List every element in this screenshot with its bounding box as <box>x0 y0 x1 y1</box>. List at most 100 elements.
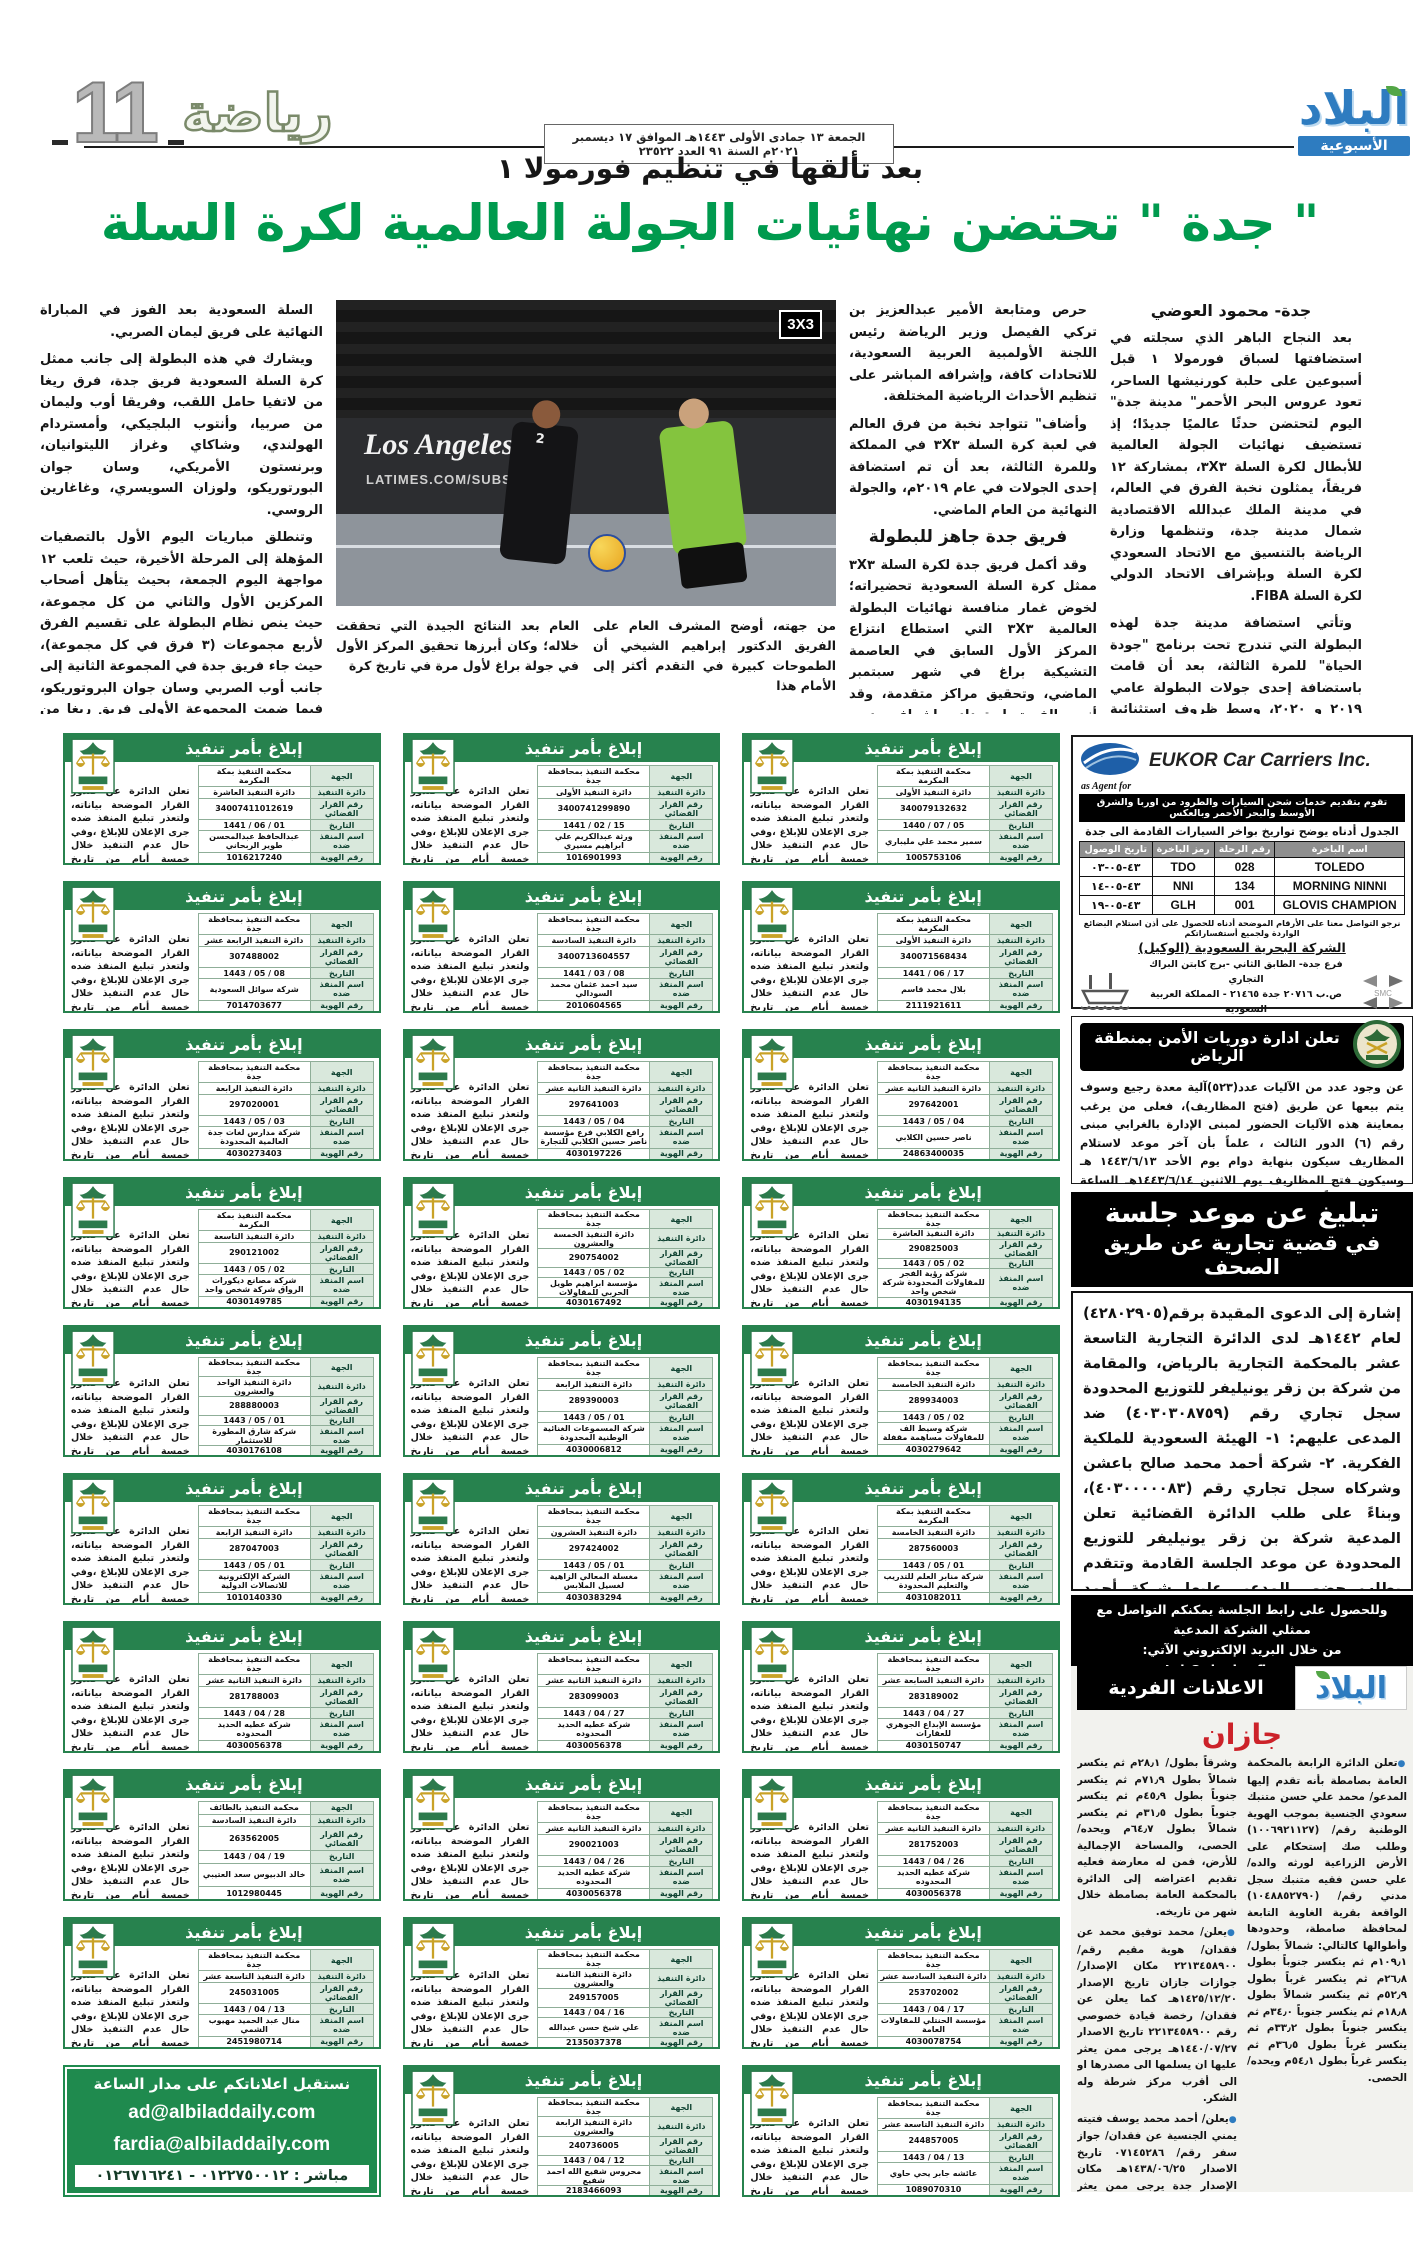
field-label: رقم الهوية <box>309 1147 374 1159</box>
field-label: الجهة <box>649 2096 714 2118</box>
police-auction-ad: تعلن ادارة دوريات الأمن بمنطقة الرياض عن… <box>1071 1016 1413 1205</box>
justice-scales-icon <box>410 738 455 794</box>
field-label: اسم المنفذ ضده <box>989 1718 1053 1741</box>
circle-value: دائرة التنفيذ العشرون <box>537 1526 651 1539</box>
decision-number: 34007411012619 <box>197 797 311 821</box>
field-label: دائرة التنفيذ <box>989 934 1053 947</box>
field-label: التاريخ <box>309 819 374 832</box>
field-label: دائرة التنفيذ <box>649 1526 714 1539</box>
police-ad-title: تعلن ادارة دوريات الأمن بمنطقة الرياض <box>1080 1020 1404 1071</box>
field-label: رقم الهوية <box>989 2035 1053 2047</box>
decision-number: 281752003 <box>877 1833 990 1857</box>
notice-title: إبلاغ بأمر تنفيذ <box>404 1771 719 1798</box>
decision-number: 290121002 <box>197 1241 311 1265</box>
field-label: التاريخ <box>649 1707 714 1720</box>
column-header: اسم الباخرة <box>1274 841 1405 858</box>
field-label: التاريخ <box>309 2003 374 2016</box>
notice-title: إبلاغ بأمر تنفيذ <box>65 1623 379 1650</box>
notice-title: إبلاغ بأمر تنفيذ <box>404 1031 719 1058</box>
justice-scales-icon <box>410 1626 455 1682</box>
notice-table: الجهة محكمة التنفيذ بمحافظة جدة دائرة الت… <box>197 1504 374 1603</box>
field-label: اسم المنفذ ضده <box>989 978 1053 1001</box>
justice-scales-icon <box>410 886 455 942</box>
decision-number: 297642001 <box>877 1093 990 1117</box>
field-label: دائرة التنفيذ <box>309 934 374 947</box>
article-column-middle: حرص ومتابعة الأمير عبدالعزيز بن تركي الف… <box>849 300 1097 714</box>
date-value: 03 / 05 / 1443 <box>197 1115 311 1128</box>
field-label: اسم المنفذ ضده <box>649 1570 714 1593</box>
field-label: الجهة <box>649 1800 714 1824</box>
notice-body-text: تعلن الدائرة عن صدور القرار الموضحة بيان… <box>71 786 190 865</box>
notice-table: الجهة محكمة التنفيذ بمحافظة جدة دائرة الت… <box>537 1060 714 1159</box>
field-label: اسم المنفذ ضده <box>989 2162 1053 2185</box>
svg-text:SMC: SMC <box>1374 989 1392 998</box>
field-label: الجهة <box>309 1504 374 1528</box>
execution-notice: إبلاغ بأمر تنفيذ الجهة محكمة التنفيذ بمحا… <box>742 2065 1060 2197</box>
field-label: الجهة <box>989 2096 1053 2120</box>
field-label: التاريخ <box>649 1559 714 1572</box>
notice-body-text: تعلن الدائرة عن صدور القرار الموضحة بيان… <box>71 1082 190 1161</box>
field-label: رقم القرار القضائي <box>649 797 714 821</box>
field-label: رقم القرار القضائي <box>309 1537 374 1561</box>
field-label: رقم القرار القضائي <box>309 1241 374 1265</box>
notice-body-text: تعلن الدائرة عن صدور القرار الموضحة بيان… <box>410 786 530 865</box>
execution-notice: إبلاغ بأمر تنفيذ الجهة محكمة التنفيذ بمحا… <box>402 1029 721 1161</box>
execution-notice: إبلاغ بأمر تنفيذ الجهة محكمة التنفيذ بمحا… <box>402 1917 721 2049</box>
photo-captions: من جهته، أوضح المشرف العام على الفريق ال… <box>336 616 836 696</box>
field-label: رقم الهوية <box>309 851 374 863</box>
execution-notice: إبلاغ بأمر تنفيذ الجهة محكمة التنفيذ بمحا… <box>402 1177 721 1309</box>
authority-value: محكمة التنفيذ بمحافظة جدة <box>877 1800 990 1824</box>
justice-scales-icon <box>750 1182 795 1238</box>
justice-scales-icon <box>71 1478 115 1534</box>
vessel-code: TDO <box>1151 857 1215 877</box>
voyage-number: 134 <box>1213 876 1276 896</box>
field-label: رقم القرار القضائي <box>649 1247 714 1269</box>
notice-table: الجهة محكمة التنفيذ بمحافظة جدة دائرة الت… <box>197 1356 374 1455</box>
justice-scales-icon <box>71 886 115 942</box>
caption-right: من جهته، أوضح المشرف العام على الفريق ال… <box>593 618 836 693</box>
field-label: رقم الهوية <box>309 1886 374 1899</box>
notice-body-text: تعلن الدائرة عن صدور القرار الموضحة بيان… <box>410 934 530 1013</box>
notice-title: إبلاغ بأمر تنفيذ <box>744 1327 1058 1354</box>
field-label: التاريخ <box>309 1559 374 1572</box>
notice-table: الجهة محكمة التنفيذ بمحافظة جدة دائرة الت… <box>877 1060 1053 1159</box>
notice-title: إبلاغ بأمر تنفيذ <box>744 735 1058 762</box>
field-label: رقم القرار القضائي <box>989 1537 1053 1561</box>
date-value: 28 / 04 / 1443 <box>197 1707 311 1720</box>
field-label: التاريخ <box>309 967 374 980</box>
field-label: رقم القرار القضائي <box>309 945 374 969</box>
field-label: رقم الهوية <box>989 999 1053 1011</box>
notice-table: الجهة محكمة التنفيذ بمحافظة جدة دائرة الت… <box>537 1208 714 1307</box>
vessel-code: GLH <box>1151 895 1215 915</box>
notice-title: إبلاغ بأمر تنفيذ <box>65 883 379 910</box>
authority-value: محكمة التنفيذ بمحافظة جدة <box>877 1356 990 1380</box>
debtor-name: سيد احمد عثمان محمد السودالي <box>537 978 651 1001</box>
field-label: التاريخ <box>309 1850 374 1864</box>
notice-title: إبلاغ بأمر تنفيذ <box>65 1031 379 1058</box>
field-label: اسم المنفذ ضده <box>309 1718 374 1741</box>
date-value: 15 / 02 / 1441 <box>537 819 651 832</box>
decision-number: 283099003 <box>537 1685 651 1709</box>
notice-body-text: تعلن الدائرة عن صدور القرار الموضحة بيان… <box>71 1526 190 1605</box>
vessel-schedule-table: اسم الباخرة رقم الرحلة رمز الباخرة تاريخ… <box>1079 841 1405 915</box>
circle-value: دائرة التنفيذ الواحد والعشرون <box>197 1376 311 1397</box>
id-number: 4031082011 <box>877 1591 990 1603</box>
notice-title: إبلاغ بأمر تنفيذ <box>744 1919 1058 1946</box>
debtor-name: ورثة عبدالكريم علي ابراهيم مسيري <box>537 830 651 853</box>
fardia-section-title: الاعلانات الفردية <box>1077 1666 1295 1710</box>
field-label: رقم القرار القضائي <box>989 1981 1053 2005</box>
date-value: 13 / 04 / 1443 <box>877 2151 990 2164</box>
execution-notice: إبلاغ بأمر تنفيذ الجهة محكمة التنفيذ بمحا… <box>742 1769 1060 1901</box>
id-number: 4030176108 <box>197 1444 311 1455</box>
eukor-services-bar: تقوم بتقديم خدمات شحن السيارات والطرود م… <box>1079 794 1405 822</box>
notice-body-text: تعلن الدائرة عن صدور القرار الموضحة بيان… <box>410 1526 530 1605</box>
field-label: اسم المنفذ ضده <box>649 978 714 1001</box>
justice-scales-icon <box>71 1626 115 1682</box>
field-label: رقم القرار القضائي <box>309 1826 374 1851</box>
circle-value: دائرة التنفيذ الخمسة والعشرون <box>537 1228 651 1249</box>
justice-scales-icon <box>750 1478 795 1534</box>
notice-body-text: تعلن الدائرة عن صدور القرار الموضحة بيان… <box>410 1970 530 2049</box>
notice-title: إبلاغ بأمر تنفيذ <box>744 1475 1058 1502</box>
notice-table: الجهة محكمة التنفيذ بمكة المكرمة دائرة ال… <box>877 764 1053 863</box>
arrival-date: ٤٣-٠٥-١٩ <box>1079 895 1153 915</box>
